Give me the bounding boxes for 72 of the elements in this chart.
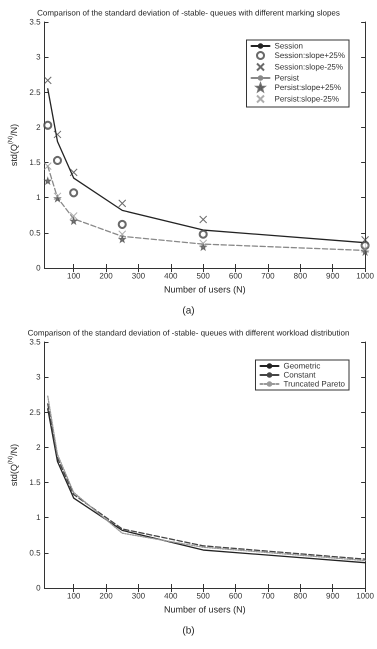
legend-label: Constant: [283, 370, 316, 380]
y-tick-label: 3.5: [29, 18, 42, 26]
y-tick-label: 1.5: [29, 158, 42, 168]
legend-label: Session:slope-25%: [274, 62, 343, 72]
point: [118, 199, 126, 208]
x-tick-label: 700: [261, 272, 276, 280]
legend-label: Session:slope+25%: [274, 51, 346, 60]
point: [44, 162, 52, 170]
legend-label: Persist: [274, 74, 300, 82]
point: [199, 239, 208, 248]
point: [361, 236, 370, 244]
legend-label: Persist:slope+25%: [274, 83, 341, 92]
x-tick-label: 300: [132, 272, 146, 280]
x-tick-label: 1000: [356, 592, 375, 600]
x-tick-label: 600: [228, 272, 243, 280]
y-tick-label: 2: [36, 122, 42, 132]
x-axis-title: Number of users (N): [164, 284, 246, 294]
x-tick-label: 100: [66, 272, 81, 280]
x-tick-label: 600: [228, 592, 243, 600]
y-tick-label: 0.5: [29, 548, 42, 558]
x-tick-label: 500: [196, 592, 210, 600]
point: [44, 177, 52, 184]
x-tick-label: 700: [261, 592, 276, 600]
y-tick-label: 0.5: [29, 228, 42, 238]
y-tick-label: 3.5: [29, 338, 42, 346]
x-tick-label: 900: [326, 592, 340, 600]
y-tick-label: 2.5: [29, 88, 42, 97]
y-tick-label: 2.5: [29, 408, 42, 417]
x-tick-label: 300: [132, 592, 146, 600]
y-tick-label: 1: [36, 513, 42, 522]
x-tick-label: 400: [164, 592, 178, 600]
legend-label: Truncated Pareto: [283, 380, 346, 388]
legend-label: Persist:slope-25%: [274, 94, 339, 104]
legend-label: Geometric: [283, 362, 320, 370]
point: [199, 216, 208, 224]
y-tick-label: 1: [36, 193, 42, 202]
y-tick-label: 0: [36, 264, 42, 272]
point: [200, 243, 207, 250]
point: [52, 156, 62, 165]
y-tick-label: 0: [36, 584, 42, 592]
x-tick-label: 400: [164, 272, 178, 280]
chart-title: Comparison of the standard deviation of -stable- queues with different workload distribution: [28, 328, 350, 338]
y-tick-label: 1.5: [29, 478, 42, 488]
x-tick-label: 500: [196, 272, 210, 280]
x-tick-label: 800: [294, 592, 308, 600]
point: [70, 212, 78, 220]
y-tick-label: 3: [36, 52, 42, 62]
x-tick-label: 200: [99, 592, 114, 600]
chart-title: Comparison of the standard deviation of -stable- queues with different marking slopes: [37, 8, 340, 18]
text: (a): [182, 306, 195, 316]
point: [70, 217, 78, 224]
x-axis-title: Number of users (N): [164, 604, 246, 614]
point: [361, 245, 370, 254]
x-tick-label: 200: [99, 272, 114, 280]
x-tick-label: 800: [294, 272, 308, 280]
point: [118, 230, 126, 238]
point: [43, 120, 52, 130]
point: [53, 192, 62, 200]
point: [118, 236, 126, 243]
x-tick-label: 100: [66, 592, 81, 600]
point: [70, 168, 78, 176]
x-tick-label: 1000: [356, 272, 375, 280]
point: [198, 230, 208, 239]
legend-label: Session: [274, 42, 303, 50]
point: [44, 76, 52, 84]
point: [69, 188, 78, 198]
y-tick-label: 3: [36, 372, 42, 382]
text: (b): [182, 626, 195, 636]
x-tick-label: 900: [326, 272, 340, 280]
point: [118, 220, 127, 229]
y-tick-label: 2: [36, 442, 42, 452]
point: [53, 130, 62, 138]
